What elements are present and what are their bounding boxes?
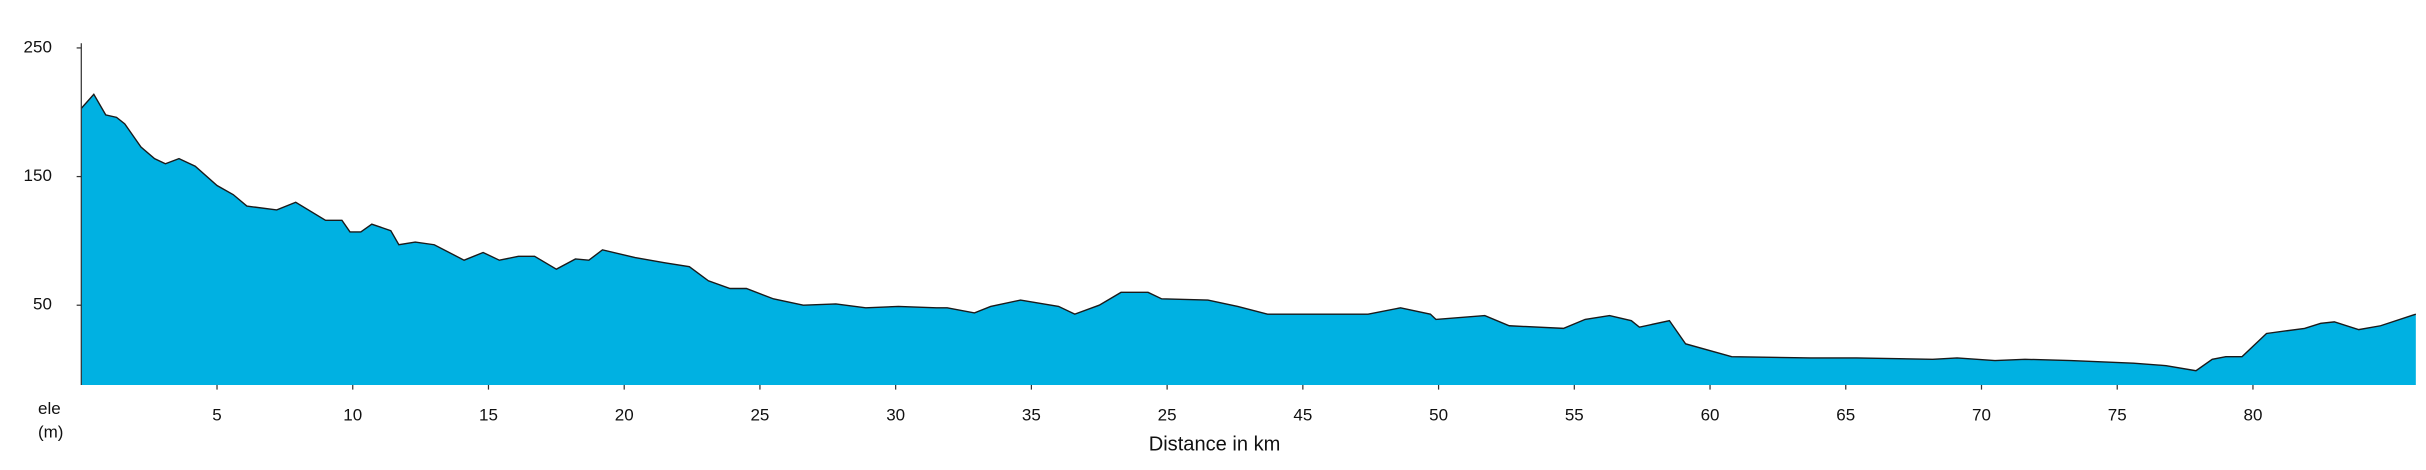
x-tick-label: 5 <box>212 405 221 424</box>
x-tick-label: 10 <box>343 405 362 424</box>
y-tick-label: 50 <box>33 295 52 314</box>
x-tick-label: 50 <box>1429 405 1448 424</box>
x-tick-label: 30 <box>886 405 905 424</box>
x-tick-label: 20 <box>615 405 634 424</box>
x-tick-label: 25 <box>750 405 769 424</box>
elevation-area <box>81 94 2416 385</box>
x-tick-label: 35 <box>1022 405 1041 424</box>
x-tick-label: 80 <box>2243 405 2262 424</box>
x-tick-label: 60 <box>1701 405 1720 424</box>
y-tick-label: 250 <box>24 37 52 56</box>
x-tick-label: 15 <box>479 405 498 424</box>
x-tick-label: 45 <box>1293 405 1312 424</box>
elevation-line <box>80 93 2417 372</box>
y-axis-label: ele <box>38 399 61 418</box>
y-tick-label: 150 <box>24 166 52 185</box>
x-tick-label: 55 <box>1565 405 1584 424</box>
y-axis-label: (m) <box>38 422 63 441</box>
x-tick-label: 25 <box>1158 405 1177 424</box>
x-tick-label: 70 <box>1972 405 1991 424</box>
x-axis-label: Distance in km <box>1149 434 1281 456</box>
x-tick-label: 65 <box>1836 405 1855 424</box>
x-tick-label: 75 <box>2108 405 2127 424</box>
